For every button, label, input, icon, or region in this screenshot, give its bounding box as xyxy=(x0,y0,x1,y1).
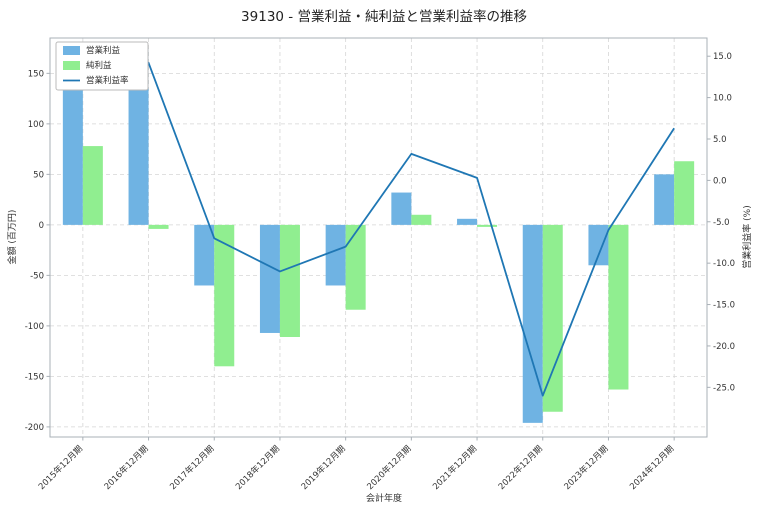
bar-operating-profit xyxy=(457,218,478,225)
y-right-tick-label: -10.0 xyxy=(713,259,735,269)
bar-operating-profit xyxy=(62,68,83,225)
legend-swatch xyxy=(63,46,80,55)
bar-operating-profit xyxy=(588,224,609,266)
x-tick-label: 2019年12月期 xyxy=(299,443,348,492)
bar-net-profit xyxy=(411,214,432,225)
y-right-tick-label: 15.0 xyxy=(713,52,732,62)
bar-operating-profit xyxy=(194,224,215,286)
y-left-tick-label: 150 xyxy=(28,69,44,79)
y-right-tick-label: -20.0 xyxy=(713,342,735,352)
x-axis-label: 会計年度 xyxy=(366,492,402,504)
legend-label: 営業利益 xyxy=(86,45,121,56)
bar-operating-profit xyxy=(391,192,412,225)
bar-operating-profit xyxy=(654,174,675,225)
y-right-tick-label: 0.0 xyxy=(713,176,727,186)
legend-swatch xyxy=(63,61,80,70)
bar-net-profit xyxy=(477,224,498,227)
bar-operating-profit xyxy=(128,48,149,225)
x-tick-label: 2018年12月期 xyxy=(233,443,282,492)
bar-operating-profit xyxy=(325,224,346,286)
y-axis-right-label: 営業利益率 (%) xyxy=(741,205,753,268)
x-tick-label: 2020年12月期 xyxy=(365,443,414,492)
y-left-tick-label: -100 xyxy=(25,322,44,332)
plot-area: 150 100 50 0 -50 -100 -150 -200 15.0 10.0 5.0 0.0 -5… xyxy=(25,37,735,492)
x-tick-label: 2016年12月期 xyxy=(102,443,151,492)
bar-net-profit xyxy=(542,224,563,412)
bars xyxy=(62,48,695,423)
line-operating-margin xyxy=(82,61,675,397)
bar-net-profit xyxy=(82,146,103,225)
x-tick-label: 2015年12月期 xyxy=(36,443,85,492)
x-tick-label: 2024年12月期 xyxy=(628,443,677,492)
bar-net-profit xyxy=(345,224,366,310)
y-left-tick-label: 100 xyxy=(28,120,44,130)
legend-label: 営業利益率 xyxy=(86,75,129,86)
y-axis-left-label: 金額 (百万円) xyxy=(6,210,18,265)
y-right-tick-label: -15.0 xyxy=(713,301,735,311)
bar-operating-profit xyxy=(259,224,280,333)
bar-net-profit xyxy=(148,224,169,229)
y-left-tick-label: 50 xyxy=(33,170,44,180)
x-tick-label: 2021年12月期 xyxy=(430,443,479,492)
y-left-tick-label: -50 xyxy=(30,271,44,281)
y-left-tick-label: -150 xyxy=(25,372,44,382)
y-left-tick-label: 0 xyxy=(39,221,44,231)
bar-operating-profit xyxy=(522,224,543,423)
chart-title: 39130 - 営業利益・純利益と営業利益率の推移 xyxy=(241,8,527,25)
bar-net-profit xyxy=(674,161,695,225)
y-right-tick-label: -5.0 xyxy=(713,218,730,228)
x-tick-label: 2017年12月期 xyxy=(168,443,217,492)
y-right-tick-label: 10.0 xyxy=(713,94,732,104)
bar-net-profit xyxy=(279,224,300,337)
bar-net-profit xyxy=(608,224,629,390)
y-right-tick-label: 5.0 xyxy=(713,135,727,145)
y-right-tick-label: -25.0 xyxy=(713,383,735,393)
x-tick-label: 2022年12月期 xyxy=(496,443,545,492)
bar-net-profit xyxy=(214,224,235,367)
y-left-tick-label: -200 xyxy=(25,423,44,433)
x-tick-label: 2023年12月期 xyxy=(562,443,611,492)
legend-label: 純利益 xyxy=(86,60,112,71)
plot-border xyxy=(49,37,708,438)
